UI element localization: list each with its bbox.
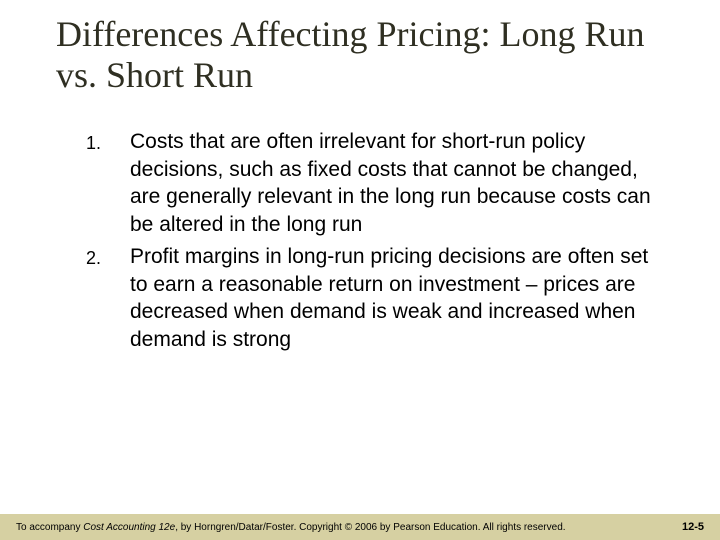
item-text: Costs that are often irrelevant for shor… [130, 128, 666, 239]
item-text: Profit margins in long-run pricing decis… [130, 243, 666, 354]
footer-pre: To accompany [16, 522, 83, 533]
slide-title: Differences Affecting Pricing: Long Run … [56, 14, 656, 97]
list-item: 1. Costs that are often irrelevant for s… [86, 128, 666, 239]
list-item: 2. Profit margins in long-run pricing de… [86, 243, 666, 354]
item-number: 1. [86, 128, 130, 155]
footer-page-number: 12-5 [682, 521, 704, 533]
footer-book-title: Cost Accounting 12e [83, 522, 175, 533]
footer-post: , by Horngren/Datar/Foster. Copyright © … [175, 522, 565, 533]
footer-attribution: To accompany Cost Accounting 12e, by Hor… [16, 522, 566, 533]
footer-bar: To accompany Cost Accounting 12e, by Hor… [0, 514, 720, 540]
slide-body: 1. Costs that are often irrelevant for s… [86, 128, 666, 358]
slide: Differences Affecting Pricing: Long Run … [0, 0, 720, 540]
item-number: 2. [86, 243, 130, 270]
